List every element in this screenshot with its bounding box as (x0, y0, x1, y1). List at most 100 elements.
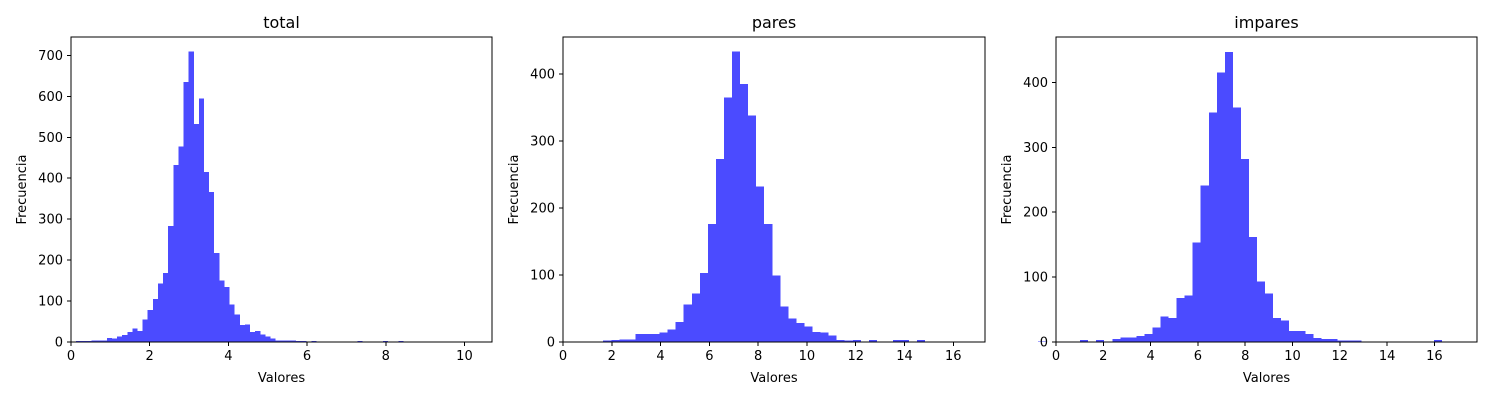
histogram-bar (96, 340, 102, 342)
histogram-bar (250, 331, 256, 342)
histogram-bar (122, 335, 128, 342)
histogram-bar (147, 310, 153, 342)
histogram-bar (1120, 337, 1129, 342)
histogram-bar (1289, 330, 1298, 342)
histogram-bar (1096, 340, 1105, 342)
histogram-bar (301, 340, 307, 342)
histogram-bar (619, 339, 628, 342)
histogram-bar (1037, 341, 1046, 342)
histogram-bar (627, 339, 636, 342)
histogram-bar (635, 333, 644, 342)
x-tick-label: 0 (559, 349, 567, 364)
histogram-bar (667, 329, 676, 342)
histogram-bar (1112, 338, 1121, 342)
y-tick-label: 400 (38, 172, 63, 187)
axes-frame (562, 36, 986, 343)
histogram-bar (198, 98, 204, 342)
histogram-bar (86, 340, 92, 342)
histogram-bar (1257, 281, 1266, 342)
y-tick-label: 200 (1023, 206, 1048, 221)
histogram-bar (1353, 340, 1362, 342)
x-tick-label: 0 (67, 349, 75, 364)
histogram-bar (229, 304, 235, 342)
histogram-bar (772, 275, 781, 342)
histogram-bar (193, 123, 199, 342)
histogram-bar (732, 51, 741, 342)
chart-title: total (263, 13, 300, 32)
histogram-bar (651, 333, 660, 342)
histogram-bar (111, 338, 118, 342)
histogram-bar (203, 172, 210, 342)
histogram-bar (1192, 242, 1201, 342)
histogram-bar (683, 304, 692, 342)
histogram-bar (163, 273, 169, 342)
histogram-bar (214, 252, 220, 342)
y-tick-label: 0 (547, 336, 555, 351)
histogram-bar (234, 314, 240, 342)
y-tick-label: 0 (55, 336, 63, 351)
histogram-bar (796, 323, 805, 342)
histogram-impares: 0 2 4 6 8 10 12 14 16 0 100 200 300 400 impares Valores… (1000, 13, 1478, 386)
x-tick-label: 8 (382, 349, 390, 364)
histogram-bar (280, 340, 286, 342)
histogram-bar (852, 339, 861, 342)
y-axis-label: Frecuencia (1000, 155, 1015, 225)
histogram-bar (1168, 317, 1177, 342)
histogram-bar (91, 340, 97, 342)
histogram-bar (603, 340, 612, 342)
histogram-bar (1232, 107, 1241, 342)
x-tick-label: 10 (799, 349, 816, 364)
x-tick-label: 14 (896, 349, 913, 364)
histogram-bar (868, 339, 877, 342)
histogram-bar (756, 186, 765, 342)
histogram-bar (244, 324, 251, 342)
histogram-bar (132, 328, 138, 342)
x-tick-label: 4 (224, 349, 232, 364)
histogram-bar (1224, 51, 1233, 342)
x-tick-label: 2 (146, 349, 154, 364)
histogram-bar (820, 332, 829, 342)
histogram-bar (1321, 338, 1330, 342)
histogram-pares: 0 2 4 6 8 10 12 14 16 0 100 200 300 400 pares Valores Fr… (507, 13, 1046, 386)
y-tick-label: 600 (38, 90, 63, 105)
histogram-bar (1240, 159, 1249, 342)
histogram-bar (764, 224, 773, 342)
y-tick-label: 100 (38, 295, 63, 310)
histogram-bar (1080, 340, 1089, 342)
x-tick-label: 6 (303, 349, 311, 364)
histogram-bar (311, 340, 317, 342)
y-tick-label: 400 (1023, 76, 1048, 91)
histogram-bar (1160, 316, 1169, 342)
y-axis-label: Frecuencia (15, 155, 30, 225)
histogram-bar (239, 324, 245, 342)
y-tick-label: 300 (38, 213, 63, 228)
histogram-bar (1128, 337, 1137, 342)
x-axis-label: Valores (258, 371, 305, 386)
histogram-bar (1297, 330, 1306, 342)
histogram-bar (1136, 336, 1145, 342)
histogram-bar (209, 192, 215, 342)
axes-frame (1055, 36, 1478, 343)
x-tick-label: 10 (1284, 349, 1301, 364)
histogram-bar (643, 333, 652, 342)
histogram-bar (260, 334, 266, 342)
histogram-bar (224, 287, 230, 342)
histogram-bar (1176, 297, 1185, 342)
histogram-bar (183, 82, 189, 342)
histogram-bar (812, 331, 821, 342)
histogram-bar (275, 340, 281, 342)
x-axis-label: Valores (1243, 371, 1290, 386)
histogram-bar (1208, 112, 1217, 342)
histogram-bar (699, 272, 708, 342)
histogram-bar (152, 299, 158, 342)
histogram-bar (290, 340, 297, 342)
histogram-bar (804, 326, 813, 342)
y-tick-label: 100 (1023, 271, 1048, 286)
histogram-bar (101, 340, 107, 342)
histogram-bar (1433, 340, 1442, 342)
x-tick-label: 2 (608, 349, 616, 364)
histogram-bar (219, 280, 225, 342)
histogram-bar (1265, 293, 1274, 342)
histogram-bar (715, 159, 724, 342)
y-tick-label: 300 (530, 134, 555, 149)
